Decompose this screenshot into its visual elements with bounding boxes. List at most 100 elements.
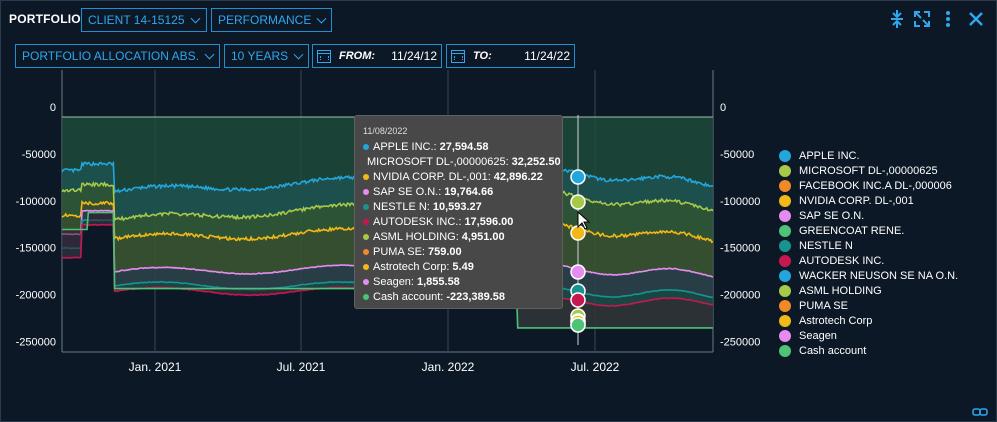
tooltip-row-label: ASML HOLDING: [373, 230, 459, 243]
chart-legend: APPLE INC. MICROSOFT DL-,00000625 FACEBOOK… [779, 148, 958, 358]
y-tick-label-left: -250000 [16, 336, 56, 348]
tooltip-row-label: MICROSOFT DL-,00000625: [367, 155, 509, 168]
tooltip-row-label: SAP SE O.N.: [373, 185, 442, 198]
legend-dot-icon [779, 284, 791, 297]
legend-label: ASML HOLDING [799, 284, 882, 297]
tooltip: 11/08/2022 APPLE INC.: 27,594.58 MICROSOFT… [354, 115, 563, 309]
tooltip-row-label: NESTLE N: [373, 200, 430, 213]
cursor-marker [570, 292, 586, 308]
calendar-icon[interactable] [451, 49, 465, 63]
legend-label: Seagen [799, 329, 837, 342]
to-date-field[interactable]: TO: 11/24/22 [446, 44, 575, 68]
y-tick-label-right: -150000 [720, 243, 760, 255]
legend-dot-icon [779, 299, 791, 312]
y-tick-label-right: -200000 [720, 290, 760, 302]
legend-item[interactable]: NESTLE N [779, 238, 958, 253]
tooltip-row-value: 19,764.66 [444, 185, 494, 198]
y-tick-label-left: -200000 [16, 290, 56, 302]
tooltip-row: PUMA SE: 759.00 [363, 244, 554, 259]
view-dropdown-label: PERFORMANCE [218, 13, 312, 27]
legend-item[interactable]: GREENCOAT RENE. [779, 223, 958, 238]
legend-dot-icon [779, 254, 791, 267]
client-dropdown[interactable]: CLIENT 14-15125 [81, 8, 207, 32]
tooltip-row-label: APPLE INC.: [373, 140, 437, 153]
cursor-marker [570, 264, 586, 280]
legend-item[interactable]: PUMA SE [779, 298, 958, 313]
series-dot-icon [363, 218, 369, 225]
legend-item[interactable]: APPLE INC. [779, 148, 958, 163]
y-tick-label-left: -150000 [16, 243, 56, 255]
series-dot-icon [363, 143, 369, 150]
widget-title: PORTFOLIO [9, 12, 81, 26]
tooltip-row-label: Astrotech Corp: [373, 260, 450, 273]
tooltip-row-label: AUTODESK INC.: [373, 215, 462, 228]
tooltip-row: MICROSOFT DL-,00000625: 32,252.50 [363, 154, 561, 169]
y-tick-label-right: -100000 [720, 196, 760, 208]
legend-dot-icon [779, 239, 791, 252]
legend-dot-icon [779, 269, 791, 282]
series-dot-icon [363, 278, 369, 285]
legend-item[interactable]: WACKER NEUSON SE NA O.N. [779, 268, 958, 283]
tooltip-row-value: 1,855.58 [416, 275, 460, 288]
cursor-markers [570, 169, 586, 333]
legend-label: AUTODESK INC. [799, 254, 885, 267]
legend-label: APPLE INC. [799, 149, 860, 162]
y-tick-label-right: 0 [720, 102, 726, 114]
tooltip-row: Seagen: 1,855.58 [363, 274, 554, 289]
from-value: 11/24/12 [391, 49, 437, 63]
cursor-marker [570, 194, 586, 210]
series-dot-icon [363, 188, 369, 195]
legend-label: Astrotech Corp [799, 314, 873, 327]
legend-item[interactable]: ASML HOLDING [779, 283, 958, 298]
period-dropdown[interactable]: 10 YEARS [224, 44, 309, 68]
legend-item[interactable]: MICROSOFT DL-,00000625 [779, 163, 958, 178]
legend-dot-icon [779, 329, 791, 342]
from-label: FROM: [339, 50, 376, 62]
link-icon[interactable] [972, 403, 988, 416]
tooltip-row-value: 759.00 [427, 245, 462, 258]
tooltip-row-value: 32,252.50 [511, 155, 561, 168]
calendar-icon[interactable] [317, 49, 331, 63]
tooltip-row-value: 4,951.00 [461, 230, 505, 243]
tooltip-row: AUTODESK INC.: 17,596.00 [363, 214, 554, 229]
legend-label: MICROSOFT DL-,00000625 [799, 164, 938, 177]
x-tick-label: Jul. 2021 [277, 360, 326, 374]
legend-item[interactable]: Seagen [779, 328, 958, 343]
series-dot-icon [363, 203, 369, 210]
tooltip-row-value: 27,594.58 [439, 140, 489, 153]
legend-label: PUMA SE [799, 299, 848, 312]
tooltip-row-label: NVIDIA CORP. DL-,001: [373, 170, 491, 183]
allocation-dropdown[interactable]: PORTFOLIO ALLOCATION ABS. [15, 44, 220, 68]
tooltip-row-label: Seagen: [373, 275, 414, 288]
tooltip-row: SAP SE O.N.: 19,764.66 [363, 184, 554, 199]
legend-label: Cash account [799, 344, 867, 357]
legend-item[interactable]: Astrotech Corp [779, 313, 958, 328]
legend-label: NVIDIA CORP. DL-,001 [799, 194, 914, 207]
to-label: TO: [473, 50, 492, 62]
legend-item[interactable]: AUTODESK INC. [779, 253, 958, 268]
allocation-dropdown-label: PORTFOLIO ALLOCATION ABS. [22, 49, 199, 63]
view-dropdown[interactable]: PERFORMANCE [211, 8, 332, 32]
series-dot-icon [363, 263, 369, 270]
legend-item[interactable]: FACEBOOK INC.A DL-,000006 [779, 178, 958, 193]
more-vertical-icon[interactable] [945, 10, 951, 33]
from-date-field[interactable]: FROM: 11/24/12 [312, 44, 442, 68]
tooltip-row-value: 42,896.22 [493, 170, 543, 183]
legend-item[interactable]: Cash account [779, 343, 958, 358]
to-value: 11/24/22 [524, 49, 570, 63]
series-dot-icon [363, 248, 369, 255]
tooltip-row-value: -223,389.58 [446, 290, 506, 303]
tooltip-row-value: 10,593.27 [432, 200, 482, 213]
expand-icon[interactable] [913, 10, 931, 33]
legend-item[interactable]: NVIDIA CORP. DL-,001 [779, 193, 958, 208]
legend-label: SAP SE O.N. [799, 209, 865, 222]
series-dot-icon [363, 293, 369, 300]
legend-dot-icon [779, 194, 791, 207]
legend-dot-icon [779, 179, 791, 192]
legend-item[interactable]: SAP SE O.N. [779, 208, 958, 223]
chart-ticks: 0 -50000 -100000 -150000 -200000 -250000 0 -500… [16, 102, 761, 374]
collapse-vertical-icon[interactable] [890, 10, 904, 33]
y-tick-label-left: -100000 [16, 196, 56, 208]
y-tick-label-right: -250000 [720, 336, 760, 348]
close-icon[interactable] [968, 10, 984, 33]
